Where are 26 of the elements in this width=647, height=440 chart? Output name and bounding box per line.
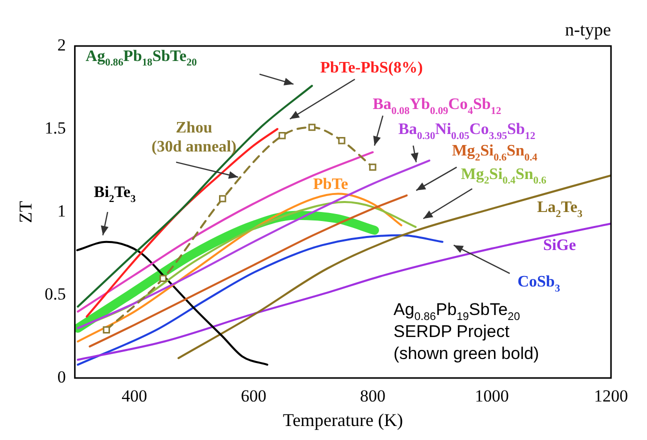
y-tick-label: 0	[57, 367, 66, 386]
point	[278, 132, 286, 140]
point	[308, 124, 316, 131]
point	[219, 195, 226, 202]
y-tick-label: 1	[57, 201, 66, 220]
text: PbTe-PbS(8%)	[320, 60, 423, 77]
text: n-type	[565, 20, 612, 40]
x-tick-label: 600	[240, 386, 266, 406]
x-tick-label: 800	[360, 386, 386, 406]
x-tick-label: 1000	[474, 386, 509, 406]
y-tick-label: 1.5	[44, 118, 66, 138]
y-tick-label: 2	[57, 35, 66, 54]
line-series	[76, 222, 611, 361]
series-label: Zhou (30d anneal)	[152, 119, 236, 156]
point	[338, 137, 346, 144]
series-label: PbTe	[313, 176, 348, 193]
line-series	[76, 84, 313, 308]
series-label: SiGe	[543, 237, 576, 254]
point	[369, 164, 376, 171]
x-tick-label: 400	[122, 386, 148, 406]
y-tick-label: 0.5	[44, 284, 66, 304]
x-tick-label: 1200	[594, 386, 628, 406]
y-axis-title: ZT	[16, 201, 36, 223]
x-axis-title: Temperature (K)	[282, 410, 404, 430]
point	[102, 326, 110, 334]
point	[159, 274, 167, 282]
